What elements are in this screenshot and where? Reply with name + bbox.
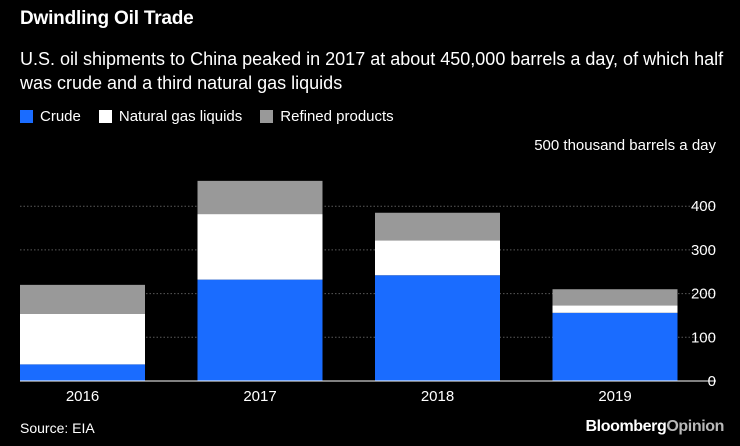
bar-segment-crude-2019 <box>552 312 678 381</box>
y-tick-label: 100 <box>691 329 716 346</box>
bar-segment-ngl-2016 <box>20 313 145 365</box>
legend-item-ngl: Natural gas liquids <box>98 108 243 125</box>
x-tick-label: 2018 <box>421 388 454 405</box>
chart-title: Dwindling Oil Trade <box>20 8 194 29</box>
legend-swatch-refined <box>260 110 274 123</box>
legend-swatch-crude <box>20 110 33 123</box>
bar-segment-refined-2019 <box>552 289 678 306</box>
legend-label-refined: Refined products <box>280 108 394 125</box>
legend-label-ngl: Natural gas liquids <box>118 108 243 125</box>
y-tick-label: 200 <box>691 286 716 303</box>
bar-segment-ngl-2019 <box>552 305 678 313</box>
bar-segment-refined-2018 <box>375 212 500 241</box>
bar-segment-ngl-2017 <box>197 214 323 280</box>
y-tick-label: 400 <box>691 198 716 215</box>
brand-accent: Opinion <box>666 418 724 435</box>
x-tick-label: 2016 <box>66 388 99 405</box>
legend-item-crude: Crude <box>20 108 81 125</box>
y-tick-label: 300 <box>691 242 716 259</box>
x-tick-label: 2019 <box>598 388 631 405</box>
bar-segment-crude-2016 <box>20 364 145 381</box>
brand-main: Bloomberg <box>585 418 667 435</box>
legend-item-refined: Refined products <box>260 108 394 125</box>
chart-subtitle: U.S. oil shipments to China peaked in 20… <box>20 49 724 93</box>
legend-label-crude: Crude <box>40 108 81 125</box>
bar-segment-ngl-2018 <box>375 240 500 276</box>
x-tick-label: 2017 <box>243 388 276 405</box>
bar-segment-crude-2017 <box>197 279 323 381</box>
bar-segment-refined-2017 <box>197 180 323 215</box>
source-note: Source: EIA <box>20 420 95 436</box>
bar-segment-crude-2018 <box>375 275 500 381</box>
bar-segment-refined-2016 <box>20 284 145 314</box>
brand-logo: BloombergOpinion <box>586 418 725 436</box>
y-axis-unit-label: 500 thousand barrels a day <box>534 137 716 154</box>
legend-swatch-ngl <box>98 110 112 123</box>
legend: Crude Natural gas liquids Refined produc… <box>20 108 412 125</box>
